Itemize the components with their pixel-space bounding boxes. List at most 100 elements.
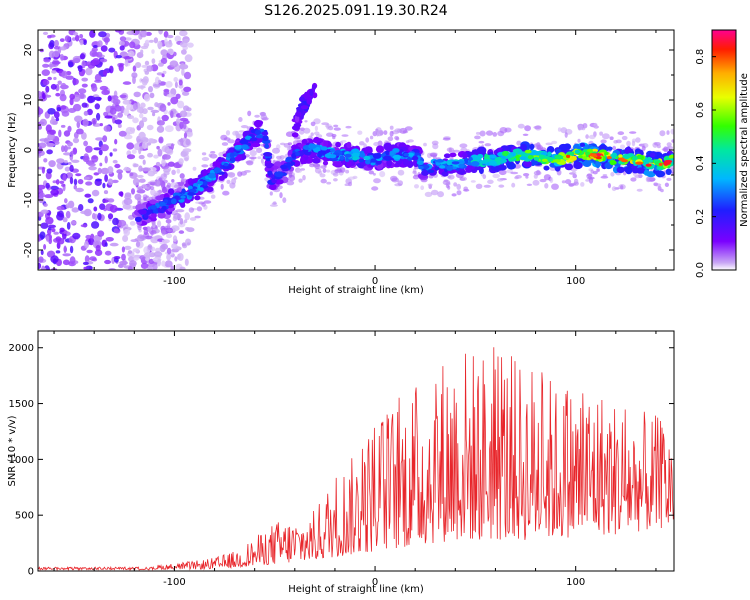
heat-cell-2895	[271, 179, 277, 184]
heat-cell-502	[119, 94, 127, 99]
heat-cell-1580	[551, 140, 558, 145]
snr-y-ticks: 0 500 1000 1500 2000	[9, 343, 674, 578]
heat-cell-2977	[311, 84, 316, 91]
heat-cell-504	[180, 63, 185, 70]
heat-cell-384	[144, 60, 150, 66]
heat-cell-1502	[431, 189, 439, 196]
heat-cell-2907	[554, 154, 563, 160]
heat-cell-2780	[239, 139, 249, 145]
heat-cell-380	[104, 174, 108, 183]
heat-cell-2687	[464, 157, 469, 164]
heat-cell-317	[49, 185, 59, 191]
heat-cell-821	[76, 128, 84, 135]
heat-cell-1777	[543, 165, 550, 171]
y-tick-label-4: 20	[23, 44, 34, 57]
heat-cell-2936	[670, 158, 674, 165]
heat-cell-653	[164, 260, 173, 268]
heat-cell-2017	[466, 165, 472, 172]
heat-cell-89	[132, 65, 137, 72]
heat-cell-814	[99, 123, 104, 127]
heat-cell-1101	[599, 131, 603, 136]
heat-cell-890	[40, 209, 49, 214]
heat-cell-2871	[534, 151, 541, 156]
heat-cell-80	[156, 72, 164, 76]
heat-cell-832	[126, 142, 135, 150]
heat-cell-363	[45, 216, 54, 225]
heat-cell-2837	[436, 159, 444, 163]
heat-cell-2247	[234, 155, 242, 162]
heat-cell-1467	[499, 127, 508, 134]
heat-cell-635	[43, 58, 51, 63]
heat-cell-2270	[649, 152, 656, 158]
heat-cell-1568	[341, 140, 347, 143]
heat-cell-2839	[295, 151, 300, 157]
heat-cell-797	[47, 35, 52, 39]
heat-cell-923	[532, 179, 540, 186]
heat-cell-1121	[423, 142, 427, 147]
heat-cell-705	[139, 113, 144, 119]
heat-cell-468	[95, 51, 103, 58]
heat-cell-2948	[198, 187, 204, 192]
heat-cell-2262	[335, 141, 341, 148]
heat-cell-528	[107, 178, 114, 186]
heat-cell-711	[144, 70, 150, 75]
heat-cell-560	[81, 68, 86, 75]
heat-cell-673	[104, 155, 108, 164]
heat-cell-1063	[656, 144, 661, 149]
heat-cell-291	[42, 31, 49, 35]
heat-cell-435	[136, 174, 144, 178]
heat-cell-1159	[629, 131, 637, 134]
heat-cell-1079	[136, 241, 141, 248]
heat-cell-300	[132, 205, 136, 210]
heat-cell-1024	[524, 125, 531, 132]
heat-cell-959	[299, 129, 305, 135]
heat-cell-583	[47, 227, 52, 231]
heat-cell-518	[122, 235, 129, 242]
heat-cell-743	[87, 61, 91, 65]
heat-cell-31	[146, 142, 152, 146]
heat-cell-738	[73, 32, 78, 36]
heat-cell-1523	[568, 182, 576, 186]
heat-cell-2834	[163, 199, 169, 204]
heat-cell-755	[72, 78, 79, 85]
heat-cell-1560	[348, 181, 352, 187]
heat-cell-548	[45, 124, 52, 133]
heat-cell-551	[115, 105, 122, 112]
heat-cell-1198	[256, 147, 263, 154]
heat-cell-719	[82, 261, 89, 266]
heat-cell-1998	[402, 159, 410, 166]
heat-cell-2881	[389, 150, 395, 156]
heat-cell-2900	[416, 160, 424, 165]
heat-cell-139	[165, 219, 172, 224]
heat-cell-1522	[166, 229, 173, 233]
heat-cell-1517	[536, 142, 541, 148]
heat-cell-883	[59, 227, 65, 233]
heat-cell-847	[84, 176, 90, 180]
heat-cell-433	[140, 102, 146, 109]
heat-cell-664	[150, 109, 160, 113]
heat-cell-2916	[604, 151, 609, 156]
heat-cell-1472	[659, 130, 666, 137]
heat-cell-792	[59, 93, 67, 102]
heat-cell-125	[122, 81, 132, 85]
heat-cell-1567	[339, 167, 346, 173]
heat-cell-2841	[519, 156, 527, 161]
colorbar-tick-label-2: 0.4	[695, 155, 706, 171]
heat-cell-2819	[370, 158, 377, 163]
heat-cell-1526	[137, 225, 142, 229]
colorbar-tick-label-3: 0.6	[695, 102, 706, 118]
heat-cell-2273	[293, 160, 301, 167]
heat-cell-1248	[195, 201, 202, 204]
heat-cell-2861	[566, 151, 575, 156]
heat-cell-658	[123, 228, 130, 237]
heat-cell-899	[50, 189, 59, 196]
heat-cell-309	[169, 60, 179, 68]
heat-cell-953	[170, 210, 178, 216]
heat-cell-593	[53, 50, 60, 58]
heat-cell-1192	[414, 184, 419, 189]
heat-cell-837	[107, 166, 114, 175]
heat-cell-999	[557, 127, 562, 132]
heat-cell-559	[50, 255, 59, 264]
heat-cell-1599	[588, 134, 596, 140]
heat-cell-422	[157, 62, 164, 67]
